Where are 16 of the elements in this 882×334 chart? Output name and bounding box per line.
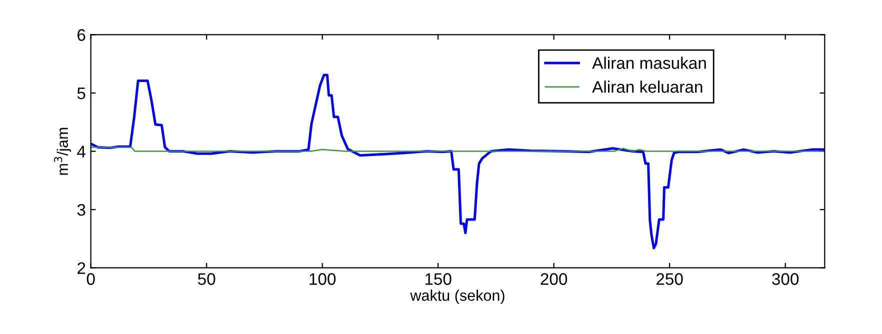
y-tick-label: 3 [77, 204, 86, 216]
x-tick-label: 50 [198, 273, 216, 285]
x-tick-label: 100 [310, 273, 336, 285]
y-tick-label: 2 [78, 262, 86, 274]
x-tick-label: 300 [772, 273, 799, 285]
x-tick-label: 250 [656, 273, 683, 285]
y-tick-label: 5 [77, 88, 86, 100]
legend-label: Aliran masukan [592, 56, 706, 69]
x-tick-label: 200 [540, 273, 568, 285]
legend-label: Aliran keluaran [592, 80, 702, 93]
x-tick-label: 150 [425, 273, 452, 285]
y-axis-title: m$^{3}$/jam [54, 128, 72, 175]
y-tick-label: 4 [77, 146, 86, 158]
x-axis-title: waktu (sekon) [410, 290, 504, 304]
y-tick-label: 6 [78, 29, 86, 41]
x-tick-label: 0 [86, 273, 95, 285]
